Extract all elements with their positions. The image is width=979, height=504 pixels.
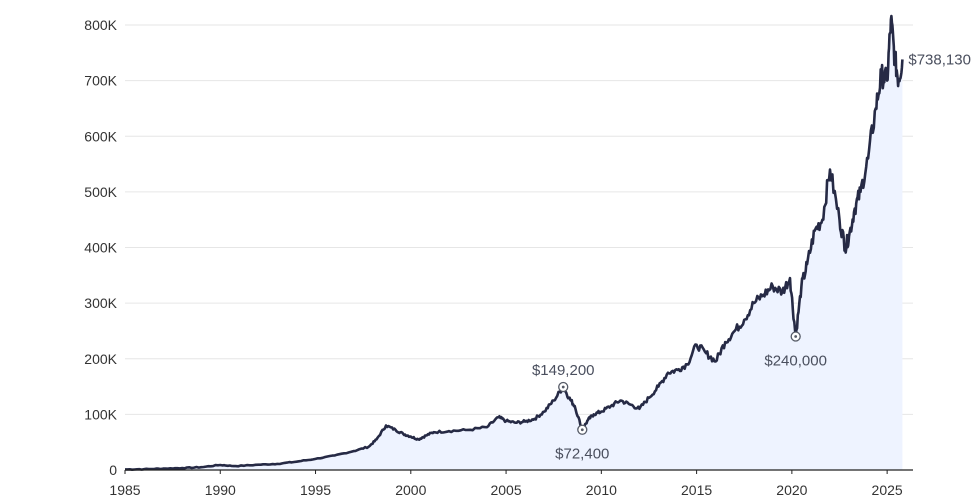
x-tick-label: 1990 bbox=[205, 482, 236, 498]
y-tick-label: 600K bbox=[84, 128, 117, 144]
y-tick-label: 100K bbox=[84, 406, 117, 422]
series-line bbox=[125, 14, 904, 471]
x-tick-label: 2025 bbox=[872, 482, 903, 498]
x-tick-label: 2010 bbox=[586, 482, 617, 498]
y-tick-label: 700K bbox=[84, 73, 117, 89]
annotation-label: $738,130 bbox=[908, 51, 971, 68]
y-axis-ticks: 0 100K 200K 300K 400K 500K 600K 700K 800K bbox=[84, 17, 117, 478]
x-tick-label: 2015 bbox=[681, 482, 712, 498]
annotation-marker-dot bbox=[561, 385, 565, 389]
y-tick-label: 0 bbox=[109, 462, 117, 478]
y-tick-label: 800K bbox=[84, 17, 117, 33]
x-tick-label: 2020 bbox=[776, 482, 807, 498]
y-tick-label: 400K bbox=[84, 240, 117, 256]
series-area-fill bbox=[125, 16, 903, 470]
x-tick-label: 2000 bbox=[395, 482, 426, 498]
annotations: $149,200 $72,400 $240,000 $738,130 bbox=[532, 51, 971, 462]
x-tick-label: 1995 bbox=[300, 482, 331, 498]
annotation-label: $240,000 bbox=[764, 353, 827, 370]
annotation-label: $149,200 bbox=[532, 362, 595, 379]
annotation-label: $72,400 bbox=[555, 446, 609, 463]
x-tick-label: 1985 bbox=[109, 482, 140, 498]
annotation-marker-dot bbox=[580, 428, 584, 432]
annotation-marker-dot bbox=[794, 335, 798, 338]
gridlines bbox=[125, 24, 913, 415]
x-axis-ticks: 1985 1990 1995 2000 2005 2010 2015 2020 2025 bbox=[109, 470, 903, 498]
area-layer bbox=[125, 14, 904, 471]
x-tick-label: 2005 bbox=[490, 482, 521, 498]
y-tick-label: 200K bbox=[84, 351, 117, 367]
y-tick-label: 300K bbox=[84, 295, 117, 311]
y-tick-label: 500K bbox=[84, 184, 117, 200]
